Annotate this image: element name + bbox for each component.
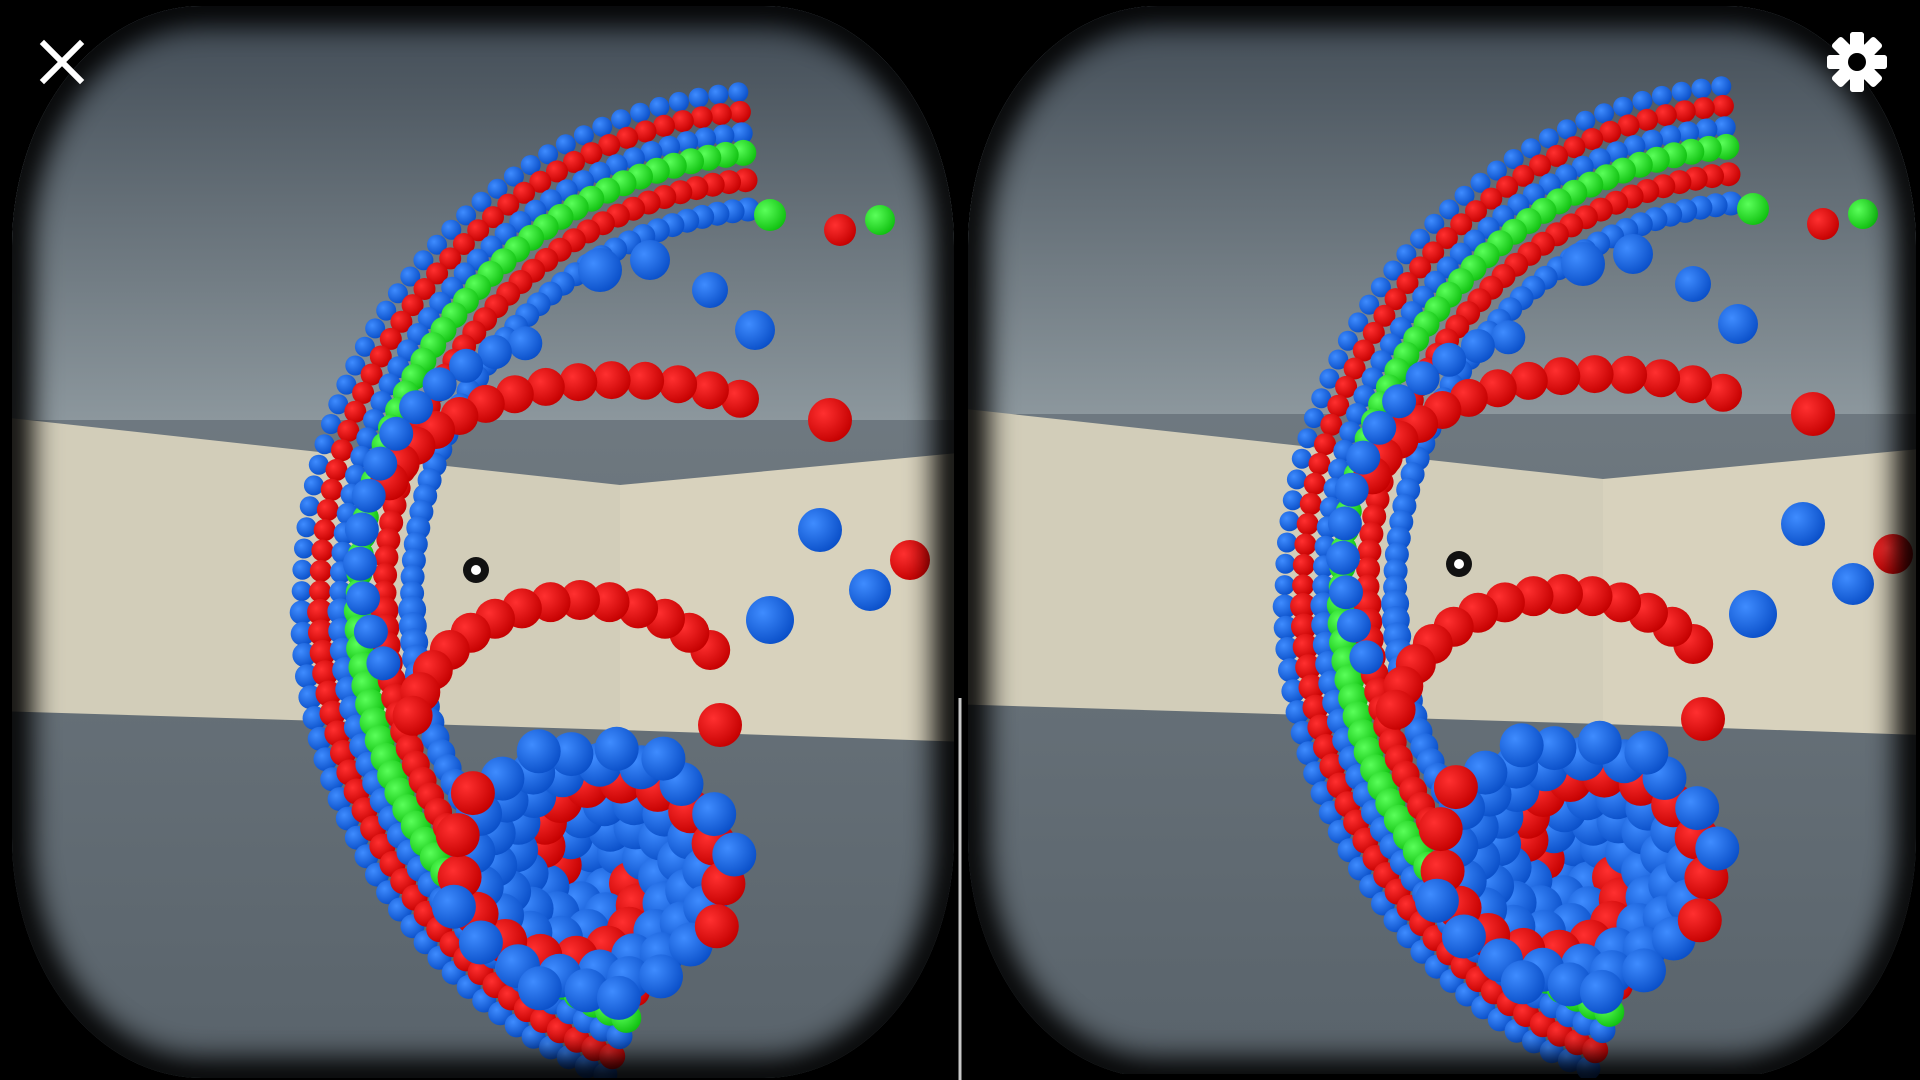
- close-button[interactable]: [30, 30, 94, 94]
- settings-button[interactable]: [1823, 28, 1891, 96]
